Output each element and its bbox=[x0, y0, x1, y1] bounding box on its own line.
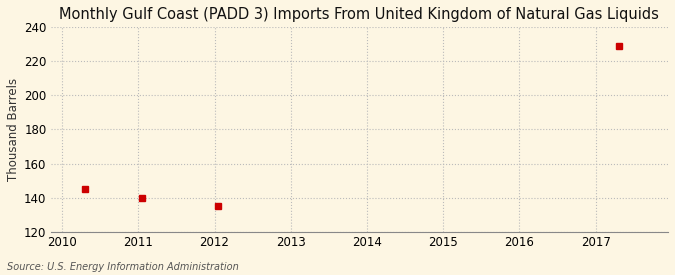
Text: Source: U.S. Energy Information Administration: Source: U.S. Energy Information Administ… bbox=[7, 262, 238, 272]
Title: Monthly Gulf Coast (PADD 3) Imports From United Kingdom of Natural Gas Liquids: Monthly Gulf Coast (PADD 3) Imports From… bbox=[59, 7, 659, 22]
Y-axis label: Thousand Barrels: Thousand Barrels bbox=[7, 78, 20, 181]
